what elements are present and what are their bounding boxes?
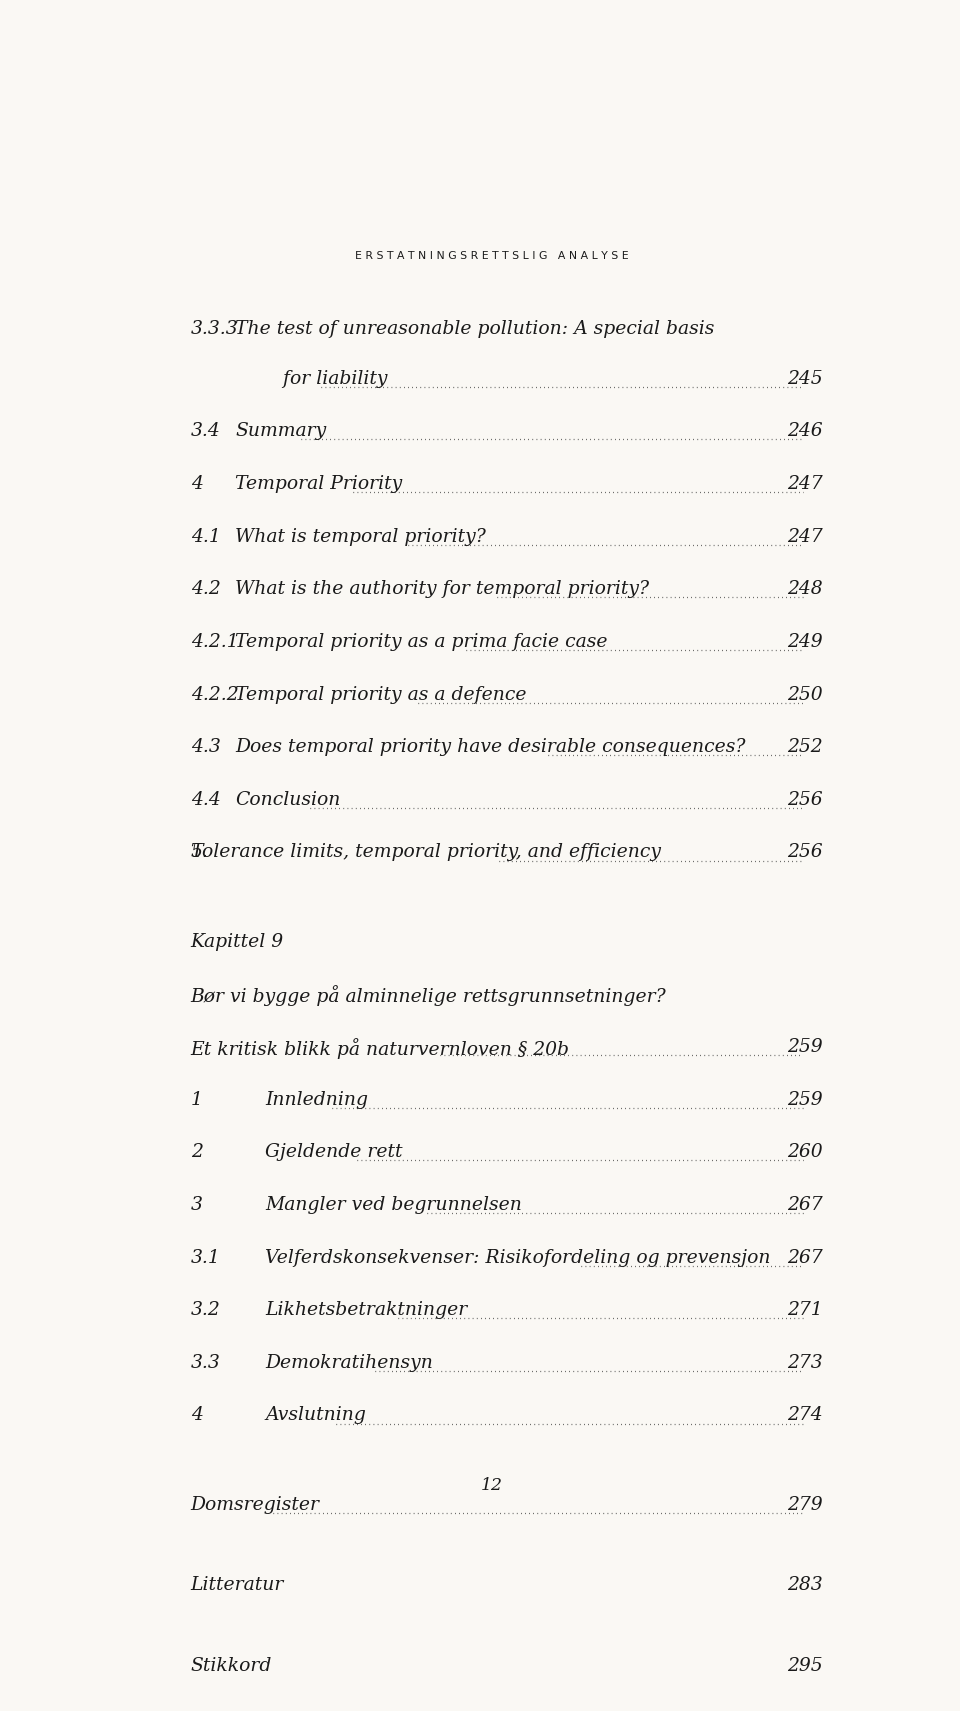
Text: Gjeldende rett: Gjeldende rett: [265, 1143, 402, 1162]
Text: 4.3: 4.3: [191, 737, 221, 756]
Text: 247: 247: [787, 527, 823, 546]
Text: 283: 283: [787, 1576, 823, 1595]
Text: Et kritisk blikk på naturvernloven § 20b: Et kritisk blikk på naturvernloven § 20b: [191, 1039, 569, 1059]
Text: Temporal Priority: Temporal Priority: [235, 476, 402, 493]
Text: 245: 245: [787, 370, 823, 388]
Text: Temporal priority as a defence: Temporal priority as a defence: [235, 686, 527, 703]
Text: 4: 4: [191, 1406, 203, 1425]
Text: Demokratihensyn: Demokratihensyn: [265, 1353, 433, 1372]
Text: 271: 271: [787, 1300, 823, 1319]
Text: 2: 2: [191, 1143, 203, 1162]
Text: 259: 259: [787, 1090, 823, 1109]
Text: Velferdskonsekvenser: Risikofordeling og prevensjon: Velferdskonsekvenser: Risikofordeling og…: [265, 1249, 771, 1266]
Text: The test of unreasonable pollution: A special basis: The test of unreasonable pollution: A sp…: [235, 320, 714, 339]
Text: 274: 274: [787, 1406, 823, 1425]
Text: 4: 4: [191, 476, 203, 493]
Text: 260: 260: [787, 1143, 823, 1162]
Text: Litteratur: Litteratur: [191, 1576, 284, 1595]
Text: Stikkord: Stikkord: [191, 1656, 272, 1675]
Text: 256: 256: [787, 844, 823, 861]
Text: Mangler ved begrunnelsen: Mangler ved begrunnelsen: [265, 1196, 522, 1213]
Text: Avslutning: Avslutning: [265, 1406, 366, 1425]
Text: 3.3: 3.3: [191, 1353, 221, 1372]
Text: 4.2.2: 4.2.2: [191, 686, 238, 703]
Text: 4.2.1: 4.2.1: [191, 633, 238, 650]
Text: What is temporal priority?: What is temporal priority?: [235, 527, 486, 546]
Text: Bør vi bygge på alminnelige rettsgrunnsetninger?: Bør vi bygge på alminnelige rettsgrunnse…: [191, 986, 666, 1006]
Text: 250: 250: [787, 686, 823, 703]
Text: Does temporal priority have desirable consequences?: Does temporal priority have desirable co…: [235, 737, 746, 756]
Text: 4.2: 4.2: [191, 580, 221, 599]
Text: 267: 267: [787, 1196, 823, 1213]
Text: Temporal priority as a prima facie case: Temporal priority as a prima facie case: [235, 633, 608, 650]
Text: 267: 267: [787, 1249, 823, 1266]
Text: 273: 273: [787, 1353, 823, 1372]
Text: 295: 295: [787, 1656, 823, 1675]
Text: 249: 249: [787, 633, 823, 650]
Text: 3.1: 3.1: [191, 1249, 221, 1266]
Text: 4.4: 4.4: [191, 790, 221, 809]
Text: Kapittel 9: Kapittel 9: [191, 932, 284, 951]
Text: 248: 248: [787, 580, 823, 599]
Text: E R S T A T N I N G S R E T T S L I G   A N A L Y S E: E R S T A T N I N G S R E T T S L I G A …: [355, 252, 629, 262]
Text: 3.3.3: 3.3.3: [191, 320, 238, 339]
Text: 247: 247: [787, 476, 823, 493]
Text: 12: 12: [481, 1477, 503, 1494]
Text: 252: 252: [787, 737, 823, 756]
Text: 3.2: 3.2: [191, 1300, 221, 1319]
Text: for liability: for liability: [235, 370, 388, 388]
Text: 1: 1: [191, 1090, 203, 1109]
Text: What is the authority for temporal priority?: What is the authority for temporal prior…: [235, 580, 649, 599]
Text: Tolerance limits, temporal priority, and efficiency: Tolerance limits, temporal priority, and…: [191, 844, 660, 861]
Text: 4.1: 4.1: [191, 527, 221, 546]
Text: Innledning: Innledning: [265, 1090, 368, 1109]
Text: Summary: Summary: [235, 423, 326, 440]
Text: 5.: 5.: [191, 844, 208, 861]
Text: 3: 3: [191, 1196, 203, 1213]
Text: Likhetsbetraktninger: Likhetsbetraktninger: [265, 1300, 468, 1319]
Text: 259: 259: [787, 1039, 823, 1056]
Text: 279: 279: [787, 1495, 823, 1514]
Text: 246: 246: [787, 423, 823, 440]
Text: 256: 256: [787, 790, 823, 809]
Text: Conclusion: Conclusion: [235, 790, 341, 809]
Text: Domsregister: Domsregister: [191, 1495, 320, 1514]
Text: 3.4: 3.4: [191, 423, 221, 440]
